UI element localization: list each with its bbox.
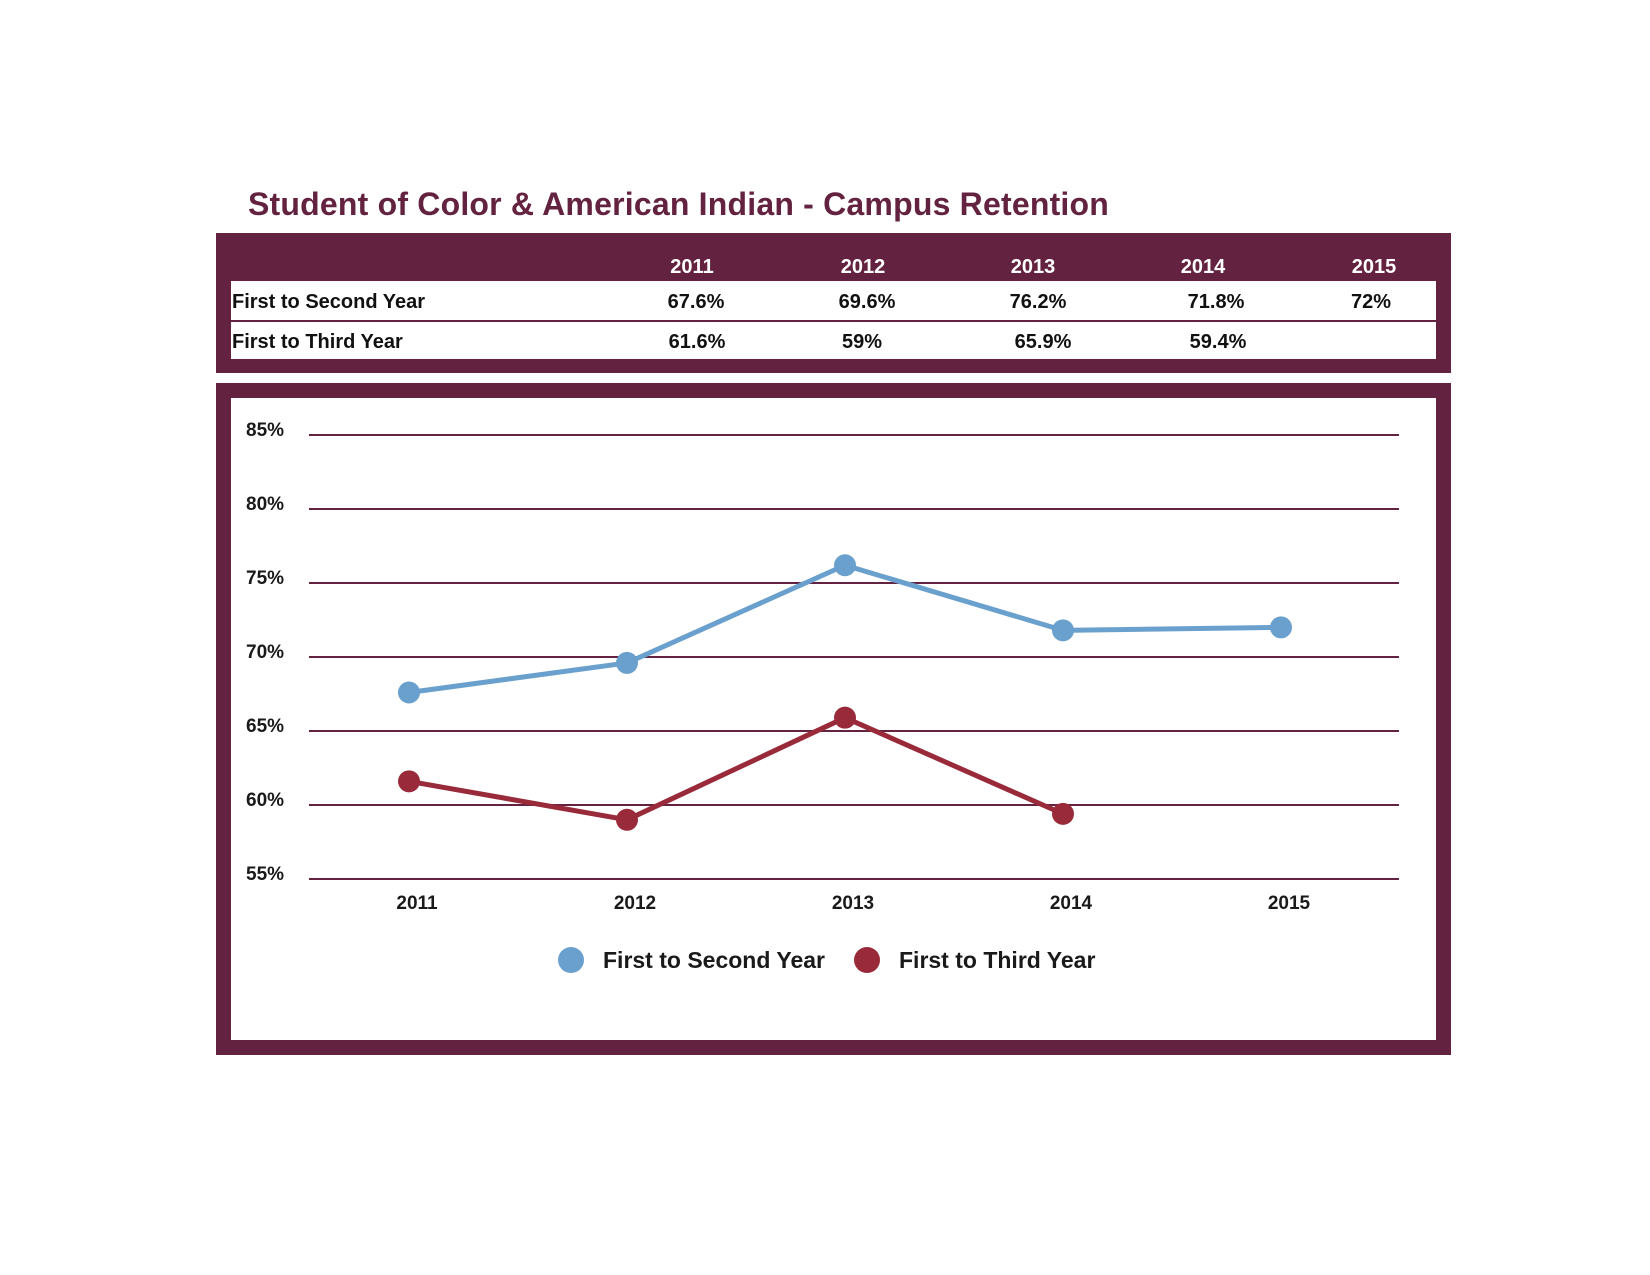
data-point: [1052, 802, 1074, 825]
table-cell: 71.8%: [1187, 291, 1245, 313]
data-point: [398, 770, 420, 793]
column-header-2015: 2015: [1351, 256, 1397, 278]
table-cell: 67.6%: [667, 291, 725, 313]
chart-panel: 55% 60% 65% 70% 75% 80% 85% 2011 2012 2013 2014 201…: [231, 398, 1436, 1040]
data-point: [834, 706, 856, 729]
column-header-2011: 2011: [670, 256, 714, 278]
data-point: [398, 681, 420, 704]
x-tick-label: 2013: [832, 893, 874, 914]
series-line-1: [408, 562, 1282, 695]
chart-frame: 55% 60% 65% 70% 75% 80% 85% 2011 2012 2013 2014 201…: [216, 383, 1451, 1055]
column-header-2014: 2014: [1180, 256, 1226, 278]
data-point: [1052, 619, 1074, 642]
table-cell: 61.6%: [668, 331, 726, 353]
legend-marker: [558, 947, 584, 973]
row-label: First to Third Year: [232, 331, 403, 353]
x-tick-label: 2011: [396, 893, 438, 914]
series-line-2: [408, 715, 1065, 823]
table-body: [231, 281, 1436, 359]
y-tick-label: 65%: [246, 716, 284, 737]
legend-marker: [854, 947, 880, 973]
row-divider: [231, 320, 1436, 322]
table-cell: 76.2%: [1009, 291, 1067, 313]
line-chart: 55% 60% 65% 70% 75% 80% 85% 2011 2012 2013 2014 201…: [246, 420, 1399, 973]
chart-title: Student of Color & American Indian - Cam…: [248, 186, 1110, 222]
y-tick-label: 75%: [246, 568, 284, 589]
y-tick-label: 85%: [246, 420, 284, 441]
data-point: [1270, 616, 1292, 639]
column-header-2013: 2013: [1010, 256, 1056, 278]
y-tick-label: 70%: [246, 642, 284, 663]
x-tick-label: 2014: [1050, 893, 1093, 914]
table-cell: 72%: [1350, 291, 1392, 313]
table-cell: 59.4%: [1189, 331, 1247, 353]
table-cell: 59%: [841, 331, 883, 353]
data-point: [834, 554, 856, 577]
data-point: [616, 808, 638, 831]
legend-label: First to Second Year: [603, 947, 825, 973]
row-label: First to Second Year: [232, 291, 426, 313]
x-tick-label: 2015: [1268, 893, 1311, 914]
table-cell: 69.6%: [838, 291, 896, 313]
x-tick-label: 2012: [614, 893, 656, 914]
y-tick-label: 60%: [246, 790, 284, 811]
table-cell: 65.9%: [1014, 331, 1072, 353]
y-tick-label: 80%: [246, 494, 284, 515]
data-table: 2011 2012 2013 2014 2015: [216, 233, 1451, 373]
y-tick-label: 55%: [246, 864, 284, 885]
legend-label: First to Third Year: [899, 947, 1095, 973]
column-header-2012: 2012: [840, 256, 886, 278]
table-header-row: 2011 2012 2013 2014 2015: [216, 233, 1451, 281]
data-point: [616, 651, 638, 674]
